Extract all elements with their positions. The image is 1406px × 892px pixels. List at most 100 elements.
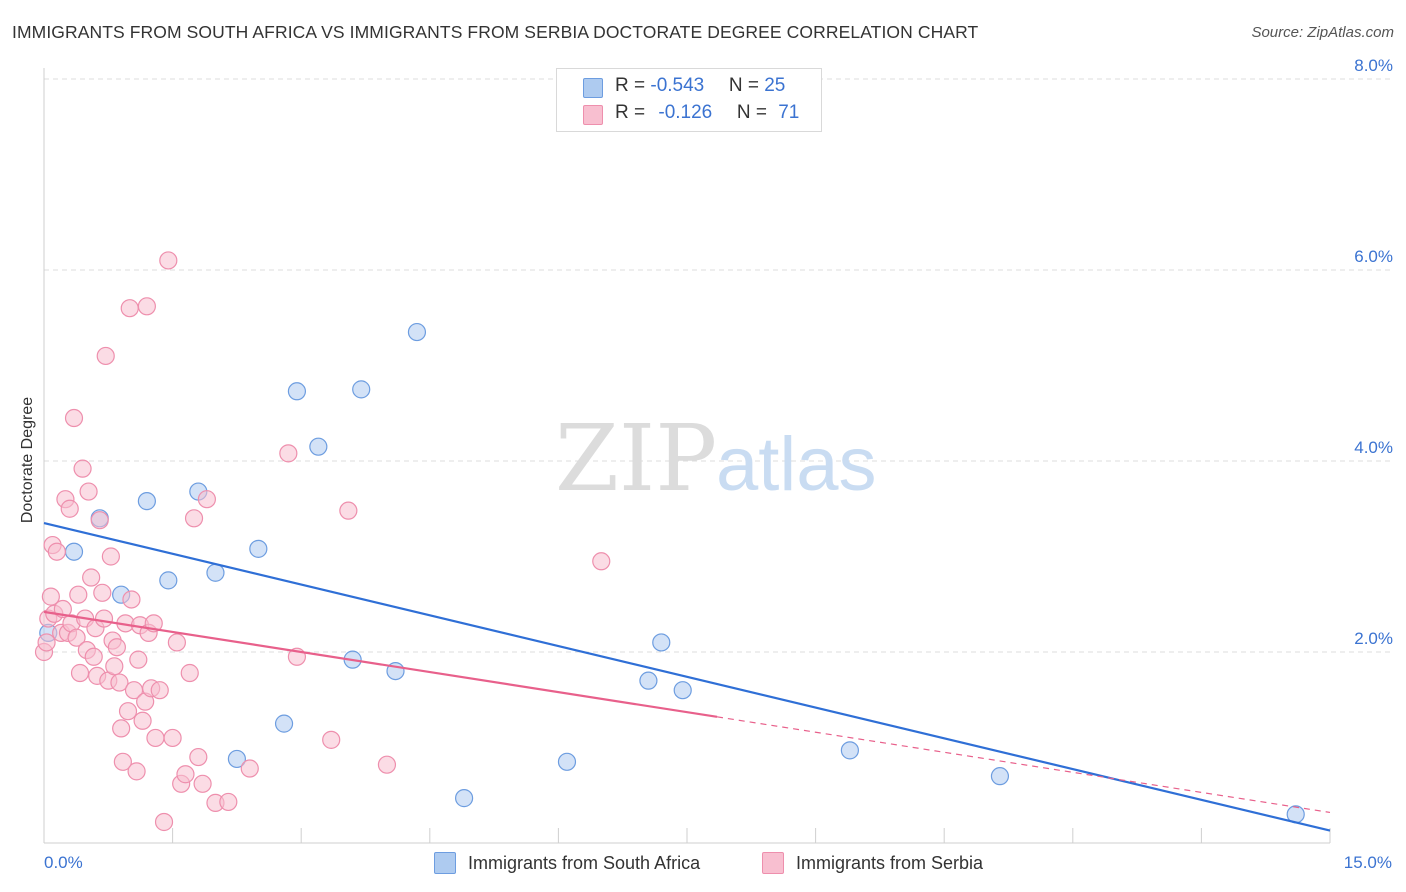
y-tick-label: 4.0% [1354, 438, 1393, 457]
south-africa-point [557, 752, 577, 771]
legend-n-label: N = [728, 75, 765, 96]
bottom-legend-swatch-south-africa [434, 852, 456, 874]
trend-line-south-africa [43, 522, 1331, 832]
serbia-point [133, 711, 152, 730]
y-tick-label: 8.0% [1354, 56, 1393, 75]
trend-line-serbia [43, 610, 718, 718]
legend-n-value: 25 [764, 75, 786, 96]
serbia-point [69, 585, 88, 604]
serbia-point [60, 499, 79, 518]
serbia-point [150, 681, 169, 700]
serbia-point [184, 509, 204, 528]
serbia-point [163, 728, 182, 748]
south-africa-point [454, 789, 474, 808]
serbia-point [122, 590, 141, 609]
south-africa-point [287, 382, 307, 401]
y-tick-label: 2.0% [1354, 629, 1393, 648]
south-africa-point [159, 571, 178, 590]
legend-swatch-south-africa [583, 78, 603, 98]
serbia-point [193, 774, 212, 793]
south-africa-point [352, 380, 371, 399]
serbia-point [113, 752, 132, 771]
serbia-point [127, 762, 146, 781]
axes-layer [43, 68, 1331, 844]
bottom-legend-label-serbia: Immigrants from Serbia [796, 853, 984, 873]
serbia-point [197, 490, 216, 509]
legend-r-label: R = [615, 102, 651, 123]
correlation-legend: R = -0.543 N = 25 R = -0.126 N = 71 [556, 68, 822, 132]
serbia-point [110, 673, 129, 692]
south-africa-point [137, 492, 156, 511]
serbia-point [219, 792, 238, 812]
serbia-point [105, 657, 124, 676]
serbia-point [167, 633, 186, 652]
south-africa-point [249, 539, 268, 558]
x-tick-max: 15.0% [1343, 853, 1392, 872]
y-tick-labels: 2.0% 4.0% 6.0% 8.0% [1354, 56, 1393, 648]
legend-r-value: -0.126 [658, 102, 713, 123]
serbia-point [339, 501, 358, 520]
serbia-point [377, 755, 397, 774]
serbia-point [189, 747, 208, 767]
serbia-point [41, 587, 60, 606]
legend-swatch-serbia [583, 105, 603, 125]
serbia-point [120, 299, 139, 318]
source-label: Source: ZipAtlas.com [1251, 24, 1394, 41]
serbia-point [73, 459, 92, 478]
serbia-point [90, 511, 109, 530]
legend-n-label: N = [736, 102, 773, 123]
serbia-point [176, 765, 195, 784]
points-layer [34, 251, 1305, 832]
south-africa-point [64, 542, 84, 561]
chart-title: IMMIGRANTS FROM SOUTH AFRICA VS IMMIGRAN… [12, 22, 979, 42]
south-africa-point [227, 749, 246, 769]
legend-r-label: R = [615, 75, 651, 96]
south-africa-point [206, 563, 225, 582]
grid-layer [44, 78, 1392, 653]
serbia-point [64, 408, 84, 428]
south-africa-point [840, 741, 859, 760]
legend-n-value: 71 [778, 102, 800, 123]
serbia-point [240, 759, 259, 778]
legend-r-value: -0.543 [650, 75, 705, 96]
watermark-atlas: atlas [716, 422, 877, 507]
south-africa-point [274, 714, 294, 733]
trend-line-serbia-extension [716, 716, 1331, 814]
south-africa-point [673, 681, 692, 700]
serbia-point [93, 583, 112, 602]
serbia-point [129, 650, 148, 669]
serbia-point [70, 663, 90, 683]
serbia-point [322, 730, 341, 749]
serbia-point [47, 542, 66, 561]
bottom-legend-label-south-africa: Immigrants from South Africa [468, 853, 701, 873]
serbia-point [84, 647, 103, 666]
south-africa-point [309, 437, 328, 456]
y-tick-label: 6.0% [1354, 247, 1393, 266]
serbia-point [118, 702, 138, 721]
serbia-point [154, 812, 174, 832]
serbia-point [94, 609, 114, 628]
serbia-point [146, 728, 165, 748]
serbia-point [279, 444, 298, 463]
watermark-zip: ZIP [555, 405, 717, 512]
serbia-point [159, 251, 178, 270]
watermark: ZIP atlas [555, 405, 877, 512]
trend-layer [43, 522, 1331, 832]
serbia-point [180, 663, 199, 683]
serbia-point [79, 482, 98, 501]
serbia-point [101, 547, 120, 566]
serbia-point [96, 346, 115, 366]
serbia-point [107, 638, 126, 657]
serbia-point [137, 297, 156, 316]
south-africa-point [990, 767, 1010, 786]
serbia-point [592, 552, 611, 571]
south-africa-point [639, 671, 658, 690]
x-tick-min: 0.0% [44, 853, 83, 872]
bottom-legend-swatch-serbia [762, 852, 784, 874]
serbia-point [112, 719, 131, 738]
south-africa-point [407, 322, 427, 342]
south-africa-point [652, 633, 671, 652]
serbia-point [37, 633, 56, 652]
serbia-point [67, 628, 86, 647]
